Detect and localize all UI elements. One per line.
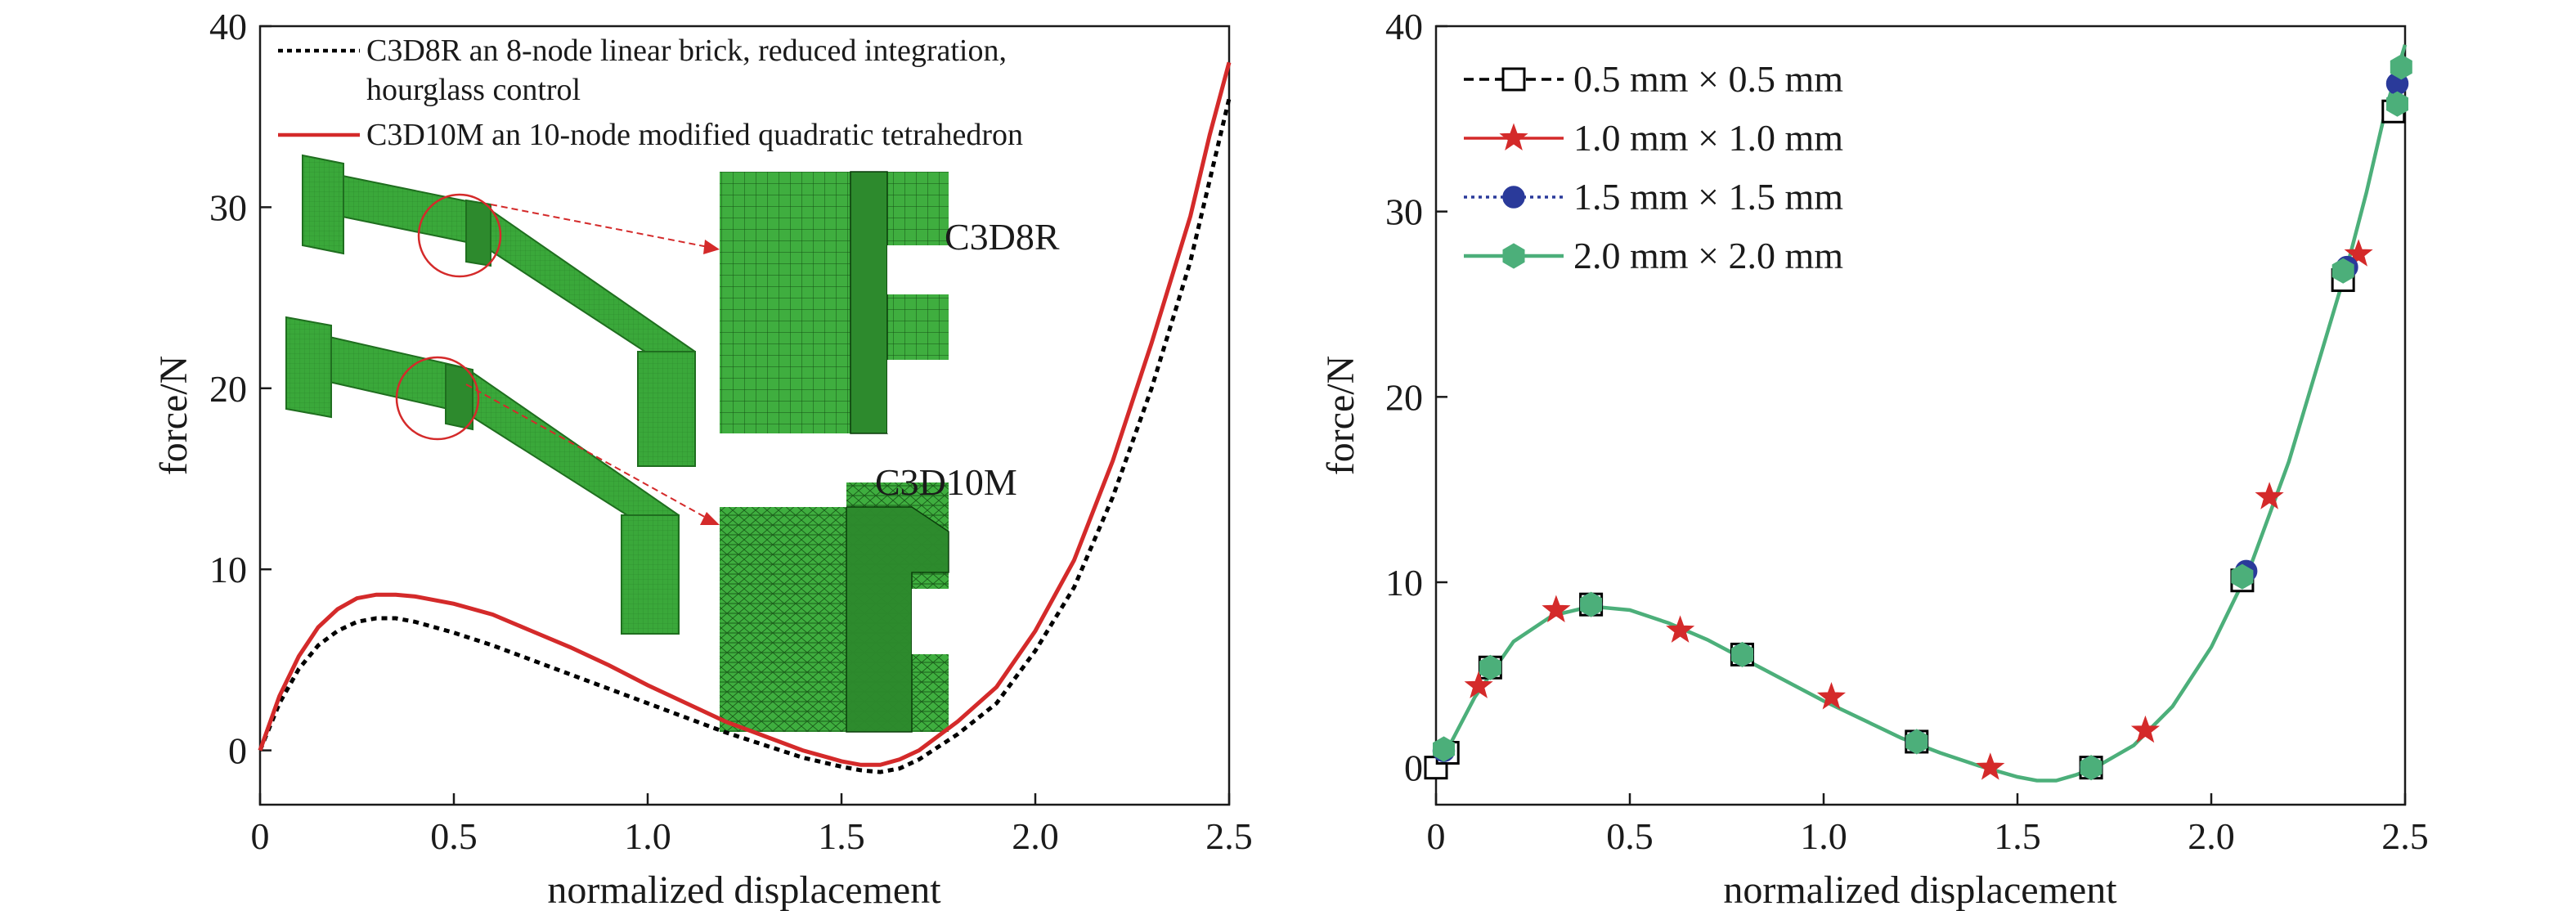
right-series-3-marker (1580, 591, 1603, 617)
right-y-tick-label: 0 (1404, 747, 1423, 789)
zoom-image-c3d10m: C3D10M (720, 461, 1017, 733)
right-series-1-marker (1542, 595, 1571, 622)
left-y-tick-label: 40 (209, 6, 247, 47)
left-y-tick-label: 0 (228, 730, 247, 772)
right-x-tick-label: 0 (1427, 815, 1446, 857)
left-legend: C3D8R an 8-node linear brick, reduced in… (278, 34, 1023, 152)
right-legend-marker-1 (1499, 123, 1528, 150)
beam-c3d10m-right-post (621, 514, 680, 635)
right-y-tick-label: 20 (1385, 376, 1423, 418)
right-series-1-marker (1666, 615, 1695, 643)
callout-line-c3d8r (490, 204, 717, 249)
right-y-axis-title: force/N (1319, 356, 1362, 476)
right-series-3-marker (2390, 54, 2412, 80)
right-x-ticks: 0 0.5 1.0 1.5 2.0 2.5 (1427, 793, 2429, 857)
beam-c3d10m-joint (445, 362, 473, 431)
right-series-3-marker (2231, 563, 2254, 590)
right-series-3-marker (1905, 729, 1928, 755)
left-legend-label-0b: hourglass control (366, 73, 581, 107)
beam-c3d8r-right-post (637, 351, 696, 467)
left-legend-label-1: C3D10M an 10-node modified quadratic tet… (366, 118, 1023, 152)
zoom-image-c3d8r: C3D8R (720, 171, 1060, 434)
right-series (1424, 44, 2412, 783)
left-legend-label-0a: C3D8R an 8-node linear brick, reduced in… (366, 34, 1007, 68)
zoom-c3d8r-block (850, 171, 888, 434)
right-x-axis-title: normalized displacement (1723, 868, 2117, 911)
left-y-tick-label: 10 (209, 549, 247, 590)
right-x-tick-label: 0.5 (1606, 815, 1654, 857)
right-series-3-marker (2386, 91, 2408, 117)
left-x-axis-title: normalized displacement (547, 868, 941, 911)
zoom-c3d10m-corner (720, 482, 846, 507)
left-plot-frame (258, 25, 1231, 806)
left-x-tick-label: 0 (251, 815, 270, 857)
callout-arrow-c3d10m (700, 512, 720, 525)
left-panel: 0 10 20 30 40 0 0.5 1.0 1.5 2.0 2.5 normalized di… (152, 6, 1253, 911)
inset-beam-c3d10m (285, 316, 680, 635)
right-series-1-marker (1816, 682, 1846, 710)
right-series-1-marker (2344, 239, 2373, 267)
right-y-tick-label: 10 (1385, 562, 1423, 604)
right-series-1-marker (2255, 482, 2284, 509)
right-legend: 0.5 mm × 0.5 mm 1.0 mm × 1.0 mm 1.5 mm × 1… (1464, 58, 1843, 276)
zoom-c3d8r-slot (887, 245, 949, 294)
zoom-c3d10m-slot (912, 589, 949, 654)
beam-c3d10m-left-post (285, 316, 332, 419)
left-y-tick-label: 20 (209, 368, 247, 410)
zoom-c3d10m-block (846, 506, 949, 733)
left-y-ticks: 0 10 20 30 40 (209, 6, 272, 772)
right-y-tick-label: 40 (1385, 6, 1423, 47)
left-x-tick-label: 0.5 (430, 815, 478, 857)
callout-line-c3d10m (465, 384, 717, 524)
left-series-line-1 (258, 61, 1232, 767)
left-series-line-0 (258, 98, 1232, 774)
right-panel: 0 10 20 30 40 0 0.5 1.0 1.5 2.0 2.5 normalized di… (1319, 6, 2429, 911)
right-legend-marker-2 (1502, 186, 1525, 209)
left-x-tick-label: 2.0 (1012, 815, 1059, 857)
zoom-circle-c3d10m (395, 356, 480, 441)
right-series-1-marker (2130, 715, 2160, 743)
inset-label-c3d10m: C3D10M (875, 461, 1017, 503)
left-y-axis-title: force/N (152, 356, 195, 476)
right-series-3-marker (1433, 736, 1455, 762)
right-legend-label-2: 1.5 mm × 1.5 mm (1573, 176, 1843, 218)
right-x-tick-label: 1.0 (1800, 815, 1847, 857)
inset-beam-c3d8r (302, 154, 696, 467)
right-x-tick-label: 2.5 (2381, 815, 2429, 857)
right-legend-label-0: 0.5 mm × 0.5 mm (1573, 58, 1843, 100)
beam-c3d10m-body (285, 325, 680, 550)
right-series-3-marker (1479, 654, 1501, 680)
left-series (258, 61, 1232, 774)
left-x-ticks: 0 0.5 1.0 1.5 2.0 2.5 (251, 793, 1253, 857)
right-series-3-marker (1731, 641, 1753, 667)
right-series-1-marker (1464, 671, 1493, 698)
left-x-tick-label: 1.0 (624, 815, 671, 857)
left-y-tick-label: 30 (209, 186, 247, 228)
inset-label-c3d8r: C3D8R (945, 216, 1060, 258)
zoom-c3d8r-slot2 (887, 360, 949, 433)
right-legend-label-3: 2.0 mm × 2.0 mm (1573, 235, 1843, 276)
right-series-3-marker (2331, 258, 2354, 284)
beam-c3d8r-left-post (302, 154, 344, 255)
right-series-1-marker (1976, 752, 2005, 780)
right-legend-marker-0 (1501, 67, 1526, 92)
right-y-tick-label: 30 (1385, 191, 1423, 233)
left-x-tick-label: 2.5 (1205, 815, 1253, 857)
beam-c3d8r-joint (465, 199, 491, 267)
right-legend-label-1: 1.0 mm × 1.0 mm (1573, 117, 1843, 159)
right-series-3-marker (2080, 755, 2103, 781)
left-x-tick-label: 1.5 (818, 815, 865, 857)
right-plot-frame (1434, 25, 2407, 806)
zoom-circle-c3d8r (417, 193, 502, 278)
right-x-tick-label: 1.5 (1994, 815, 2041, 857)
right-y-ticks: 0 10 20 30 40 (1385, 6, 1447, 789)
right-legend-marker-3 (1502, 243, 1525, 269)
right-x-tick-label: 2.0 (2188, 815, 2235, 857)
callout-arrow-c3d8r (703, 240, 720, 254)
